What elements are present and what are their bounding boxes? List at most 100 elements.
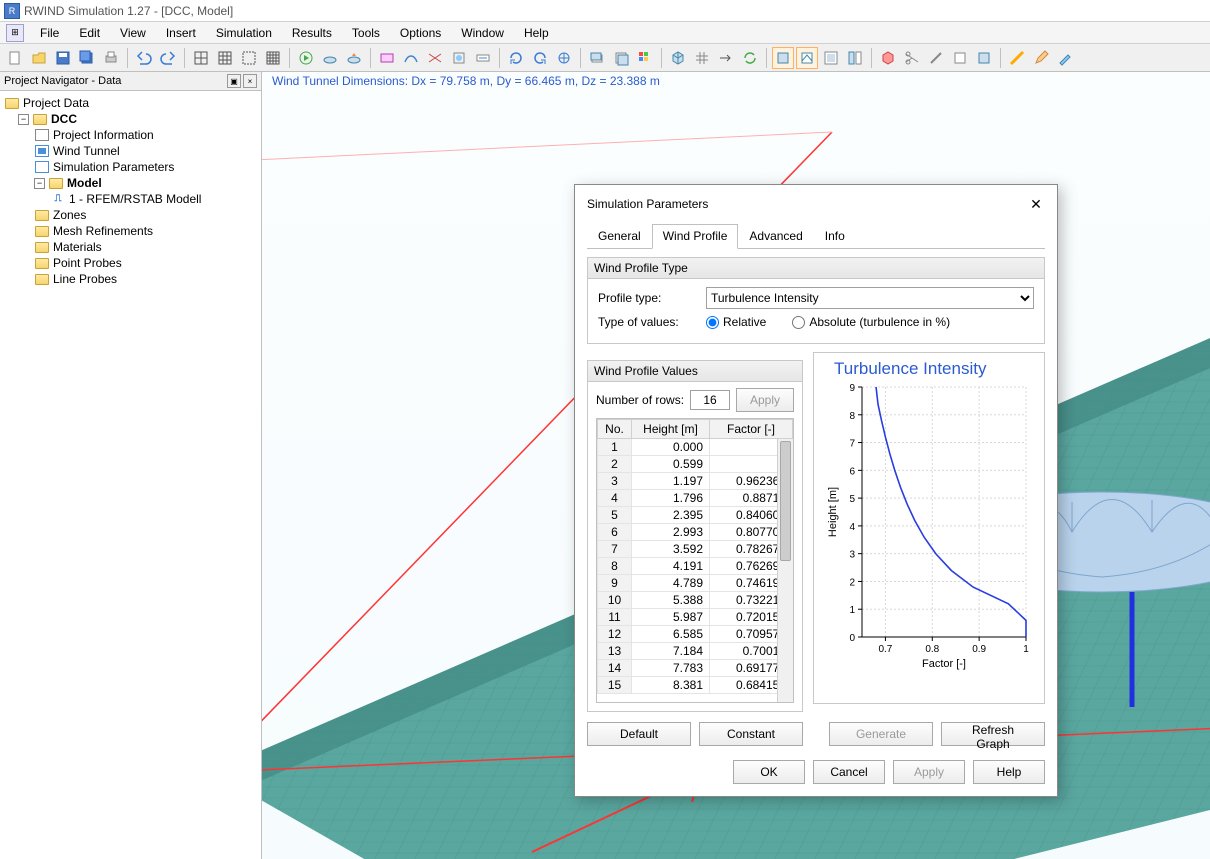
tree-model[interactable]: −Model (2, 175, 259, 191)
apply-rows-button[interactable]: Apply (736, 388, 794, 412)
tool-vis1[interactable] (376, 47, 398, 69)
help-button[interactable]: Help (973, 760, 1045, 784)
tool-saveall[interactable] (76, 47, 98, 69)
tool-tb6[interactable] (973, 47, 995, 69)
tree-line-probes[interactable]: Line Probes (2, 271, 259, 287)
default-button[interactable]: Default (587, 722, 691, 746)
table-row[interactable]: 147.7830.691771 (598, 660, 793, 677)
tool-cloud1[interactable] (319, 47, 341, 69)
tool-new[interactable] (4, 47, 26, 69)
tool-vis5[interactable] (472, 47, 494, 69)
tab-advanced[interactable]: Advanced (738, 224, 813, 249)
tool-cube[interactable] (877, 47, 899, 69)
tool-open[interactable] (28, 47, 50, 69)
tool-vis4[interactable] (448, 47, 470, 69)
tool-run[interactable] (295, 47, 317, 69)
tree-simulation-parameters[interactable]: Simulation Parameters (2, 159, 259, 175)
menu-view[interactable]: View (110, 22, 156, 44)
tree-root[interactable]: Project Data (2, 95, 259, 111)
apply-button[interactable]: Apply (893, 760, 965, 784)
tool-grid1[interactable] (190, 47, 212, 69)
tree-project-information[interactable]: Project Information (2, 127, 259, 143)
constant-button[interactable]: Constant (699, 722, 803, 746)
col-no[interactable]: No. (598, 420, 632, 439)
table-row[interactable]: 20.5991 (598, 456, 793, 473)
table-scrollbar[interactable] (777, 439, 793, 702)
menu-help[interactable]: Help (514, 22, 559, 44)
tool-save[interactable] (52, 47, 74, 69)
col-height[interactable]: Height [m] (632, 420, 710, 439)
menu-file[interactable]: File (30, 22, 69, 44)
tool-rot2[interactable] (529, 47, 551, 69)
tree-materials[interactable]: Materials (2, 239, 259, 255)
tool-vis3[interactable] (424, 47, 446, 69)
tool-arrow[interactable] (715, 47, 737, 69)
tool-redo[interactable] (157, 47, 179, 69)
tool-meas[interactable] (1006, 47, 1028, 69)
tool-tb2[interactable] (796, 47, 818, 69)
tree-point-probes[interactable]: Point Probes (2, 255, 259, 271)
tree-model-child[interactable]: ⎍1 - RFEM/RSTAB Modell (2, 191, 259, 207)
table-row[interactable]: 158.3810.684155 (598, 677, 793, 694)
tree-wind-tunnel[interactable]: Wind Tunnel (2, 143, 259, 159)
dialog-close-icon[interactable]: ✕ (1027, 195, 1045, 213)
tool-edit1[interactable] (1030, 47, 1052, 69)
tool-cut[interactable] (901, 47, 923, 69)
table-row[interactable]: 10.0001 (598, 439, 793, 456)
tool-tb5[interactable] (949, 47, 971, 69)
table-row[interactable]: 41.7960.88719 (598, 490, 793, 507)
menu-simulation[interactable]: Simulation (206, 22, 282, 44)
tool-undo[interactable] (133, 47, 155, 69)
refresh-graph-button[interactable]: Refresh Graph (941, 722, 1045, 746)
tree-zones[interactable]: Zones (2, 207, 259, 223)
table-row[interactable]: 73.5920.782675 (598, 541, 793, 558)
tool-cloud2[interactable] (343, 47, 365, 69)
tree-project[interactable]: −DCC (2, 111, 259, 127)
viewport-3d[interactable]: Wind Tunnel Dimensions: Dx = 79.758 m, D… (262, 72, 1210, 859)
tool-planes[interactable] (691, 47, 713, 69)
radio-absolute[interactable]: Absolute (turbulence in %) (792, 315, 950, 329)
table-row[interactable]: 84.1910.762694 (598, 558, 793, 575)
table-row[interactable]: 115.9870.720153 (598, 609, 793, 626)
tool-tb1[interactable] (772, 47, 794, 69)
tool-3d[interactable] (667, 47, 689, 69)
col-factor[interactable]: Factor [-] (710, 420, 793, 439)
menu-options[interactable]: Options (390, 22, 451, 44)
tab-general[interactable]: General (587, 224, 652, 249)
menu-tools[interactable]: Tools (342, 22, 390, 44)
table-row[interactable]: 105.3880.732217 (598, 592, 793, 609)
tool-grid2[interactable] (214, 47, 236, 69)
tool-print[interactable] (100, 47, 122, 69)
tool-view2[interactable] (610, 47, 632, 69)
navigator-close-icon[interactable]: × (243, 74, 257, 88)
navigator-pin-icon[interactable]: ▣ (227, 74, 241, 88)
menu-insert[interactable]: Insert (156, 22, 206, 44)
tab-info[interactable]: Info (814, 224, 856, 249)
numrows-input[interactable] (690, 390, 730, 410)
tool-vis2[interactable] (400, 47, 422, 69)
radio-relative[interactable]: Relative (706, 315, 766, 329)
tool-view1[interactable] (586, 47, 608, 69)
table-row[interactable]: 137.1840.70019 (598, 643, 793, 660)
tab-wind-profile[interactable]: Wind Profile (652, 224, 739, 249)
generate-button[interactable]: Generate (829, 722, 933, 746)
tool-color[interactable] (634, 47, 656, 69)
tool-rot1[interactable] (505, 47, 527, 69)
table-row[interactable]: 126.5850.709577 (598, 626, 793, 643)
tool-refresh[interactable] (739, 47, 761, 69)
menu-results[interactable]: Results (282, 22, 342, 44)
table-row[interactable]: 31.1970.962364 (598, 473, 793, 490)
table-row[interactable]: 52.3950.840602 (598, 507, 793, 524)
cancel-button[interactable]: Cancel (813, 760, 885, 784)
tool-edge[interactable] (925, 47, 947, 69)
tool-mesh[interactable] (262, 47, 284, 69)
tool-edit2[interactable] (1054, 47, 1076, 69)
menu-icon[interactable]: ⊞ (6, 24, 24, 42)
tool-snap[interactable] (238, 47, 260, 69)
table-row[interactable]: 62.9930.807703 (598, 524, 793, 541)
tool-tb4[interactable] (844, 47, 866, 69)
ok-button[interactable]: OK (733, 760, 805, 784)
menu-window[interactable]: Window (451, 22, 514, 44)
table-row[interactable]: 94.7890.746192 (598, 575, 793, 592)
profile-type-select[interactable]: Turbulence Intensity (706, 287, 1034, 309)
